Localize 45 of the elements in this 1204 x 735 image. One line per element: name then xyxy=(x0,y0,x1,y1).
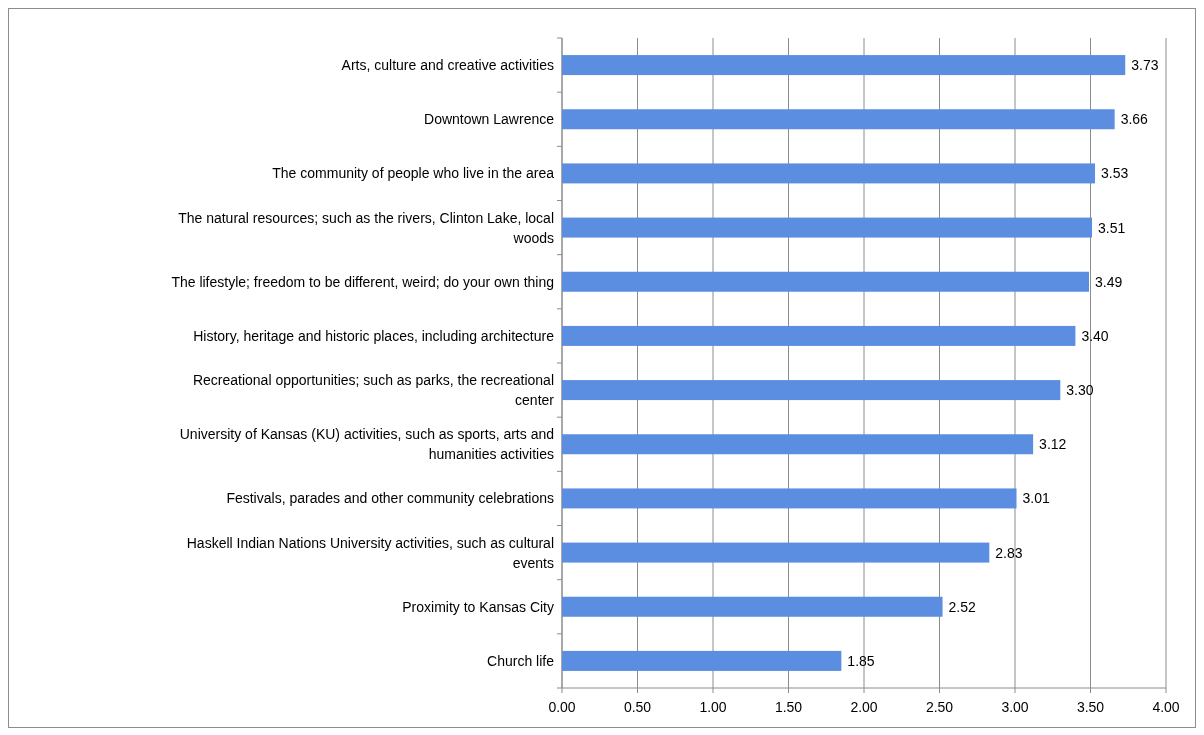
data-label: 3.12 xyxy=(1039,436,1067,453)
bar xyxy=(562,55,1126,76)
bar xyxy=(562,163,1096,184)
bar xyxy=(562,271,1089,292)
bar xyxy=(562,650,842,671)
y-tick-label: Church life xyxy=(487,652,555,669)
data-label: 2.83 xyxy=(995,544,1023,561)
bar xyxy=(562,542,990,563)
y-tick-label: University of Kansas (KU) activities, such as sports, arts and humanities activities xyxy=(179,426,554,463)
bar xyxy=(562,596,943,617)
bar xyxy=(562,325,1076,346)
y-tick-label: Recreational opportunities; such as parks, the recreational center xyxy=(192,372,555,409)
y-tick-label: The community of people who live in the area xyxy=(272,165,555,182)
y-tick-label: Haskell Indian Nations University activities, such as cultural events xyxy=(186,534,554,571)
bar xyxy=(562,380,1061,401)
y-tick-label: Downtown Lawrence xyxy=(424,111,555,128)
bar xyxy=(562,488,1017,509)
data-label: 3.73 xyxy=(1131,57,1159,74)
y-tick-label: Festivals, parades and other community celebrations xyxy=(226,490,554,507)
x-tick-label: 0.50 xyxy=(623,699,652,715)
x-tick-label: 1.50 xyxy=(774,699,803,715)
data-label: 3.66 xyxy=(1120,111,1149,128)
x-tick-label: 2.50 xyxy=(925,699,954,715)
x-tick-label: 2.00 xyxy=(850,699,878,715)
x-tick-label: 3.50 xyxy=(1076,699,1105,715)
data-label: 3.49 xyxy=(1094,273,1123,290)
x-tick-label: 1.00 xyxy=(699,699,727,715)
y-tick-label: The natural resources; such as the rivers, Clinton Lake, local woods xyxy=(178,209,554,246)
bar xyxy=(562,109,1115,130)
bar xyxy=(562,434,1034,455)
x-tick-label: 3.00 xyxy=(1001,699,1029,715)
y-tick-label: History, heritage and historic places, including architecture xyxy=(193,327,555,344)
x-tick-label: 0.00 xyxy=(548,699,576,715)
data-label: 2.52 xyxy=(948,598,976,615)
data-label: 1.85 xyxy=(847,652,875,669)
data-label: 3.40 xyxy=(1081,327,1109,344)
data-label: 3.51 xyxy=(1098,219,1126,236)
y-tick-label: Arts, culture and creative activities xyxy=(341,57,554,74)
y-tick-label: Proximity to Kansas City xyxy=(402,598,554,615)
data-label: 3.53 xyxy=(1101,165,1129,182)
x-tick-label: 4.00 xyxy=(1152,699,1180,715)
y-tick-label: The lifestyle; freedom to be different, weird; do your own thing xyxy=(171,273,554,290)
data-label: 3.01 xyxy=(1022,490,1050,507)
bar xyxy=(562,217,1093,238)
data-label: 3.30 xyxy=(1066,382,1094,399)
